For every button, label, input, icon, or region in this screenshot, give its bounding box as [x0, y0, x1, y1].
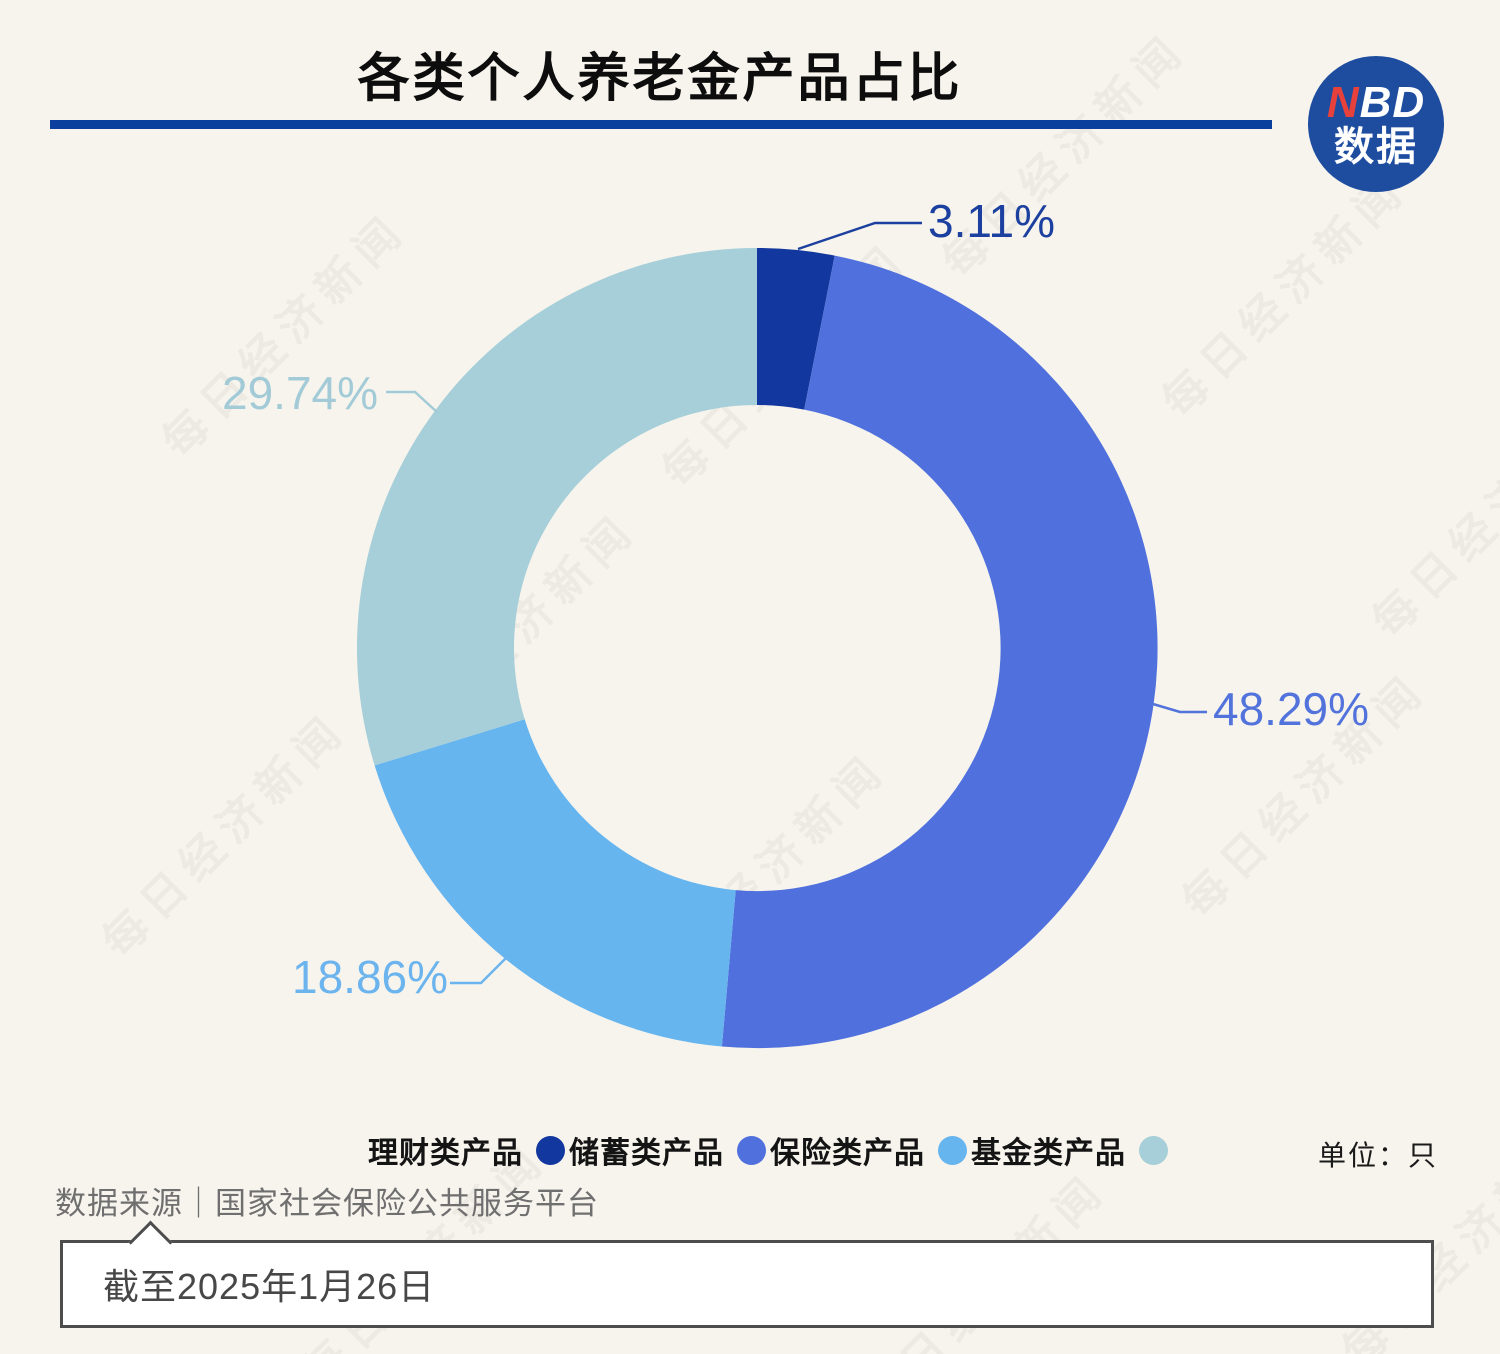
legend-item-chuxu: 储蓄类产品 — [569, 1128, 766, 1172]
nbd-logo-subtext: 数据 — [1334, 125, 1418, 170]
legend-dot-baoxian — [938, 1135, 967, 1165]
legend-dot-chuxu — [737, 1135, 766, 1165]
legend-item-licai: 理财类产品 — [368, 1128, 565, 1172]
title-underline — [50, 120, 1272, 129]
legend-label-licai: 理财类产品 — [368, 1137, 523, 1170]
slice-label-licai: 3.11% — [928, 195, 1056, 247]
legend-label-chuxu: 储蓄类产品 — [569, 1137, 724, 1170]
legend-label-baoxian: 保险类产品 — [770, 1137, 925, 1170]
legend-dot-licai — [536, 1135, 565, 1165]
donut-slice-3 — [356, 247, 757, 766]
nbd-logo-letter-n: N — [1326, 77, 1360, 127]
legend-item-jijin: 基金类产品 — [971, 1128, 1168, 1172]
legend-label-jijin: 基金类产品 — [971, 1137, 1126, 1170]
label-leader-lines — [386, 221, 1207, 985]
leader-line-0 — [797, 221, 922, 251]
data-source-text: 数据来源｜国家社会保险公共服务平台 — [55, 1186, 599, 1221]
leader-line-3 — [386, 390, 439, 414]
nbd-logo-letters-bd: BD — [1359, 77, 1426, 127]
leader-line-2 — [450, 957, 507, 985]
donut-slice-1 — [721, 255, 1158, 1049]
nbd-data-logo: NBD 数据 — [1308, 56, 1444, 192]
legend-dot-jijin — [1139, 1135, 1168, 1165]
note-box: 截至2025年1月26日 — [60, 1220, 1434, 1328]
legend: 理财类产品 储蓄类产品 保险类产品 基金类产品 — [368, 1128, 1168, 1172]
slice-label-jijin: 29.74% — [222, 367, 379, 419]
donut-slices — [356, 247, 1158, 1049]
leader-line-1 — [1152, 702, 1207, 714]
note-text: 截至2025年1月26日 — [103, 1266, 436, 1307]
slice-label-chuxu: 48.29% — [1213, 683, 1370, 735]
slice-label-baoxian: 18.86% — [292, 951, 449, 1003]
nbd-logo-text: NBD — [1326, 77, 1426, 127]
donut-slice-2 — [374, 719, 736, 1047]
donut-slice-0 — [757, 247, 835, 410]
legend-item-baoxian: 保险类产品 — [770, 1128, 967, 1172]
page-title: 各类个人养老金产品占比 — [357, 50, 963, 108]
unit-label: 单位：只 — [1317, 1140, 1438, 1171]
